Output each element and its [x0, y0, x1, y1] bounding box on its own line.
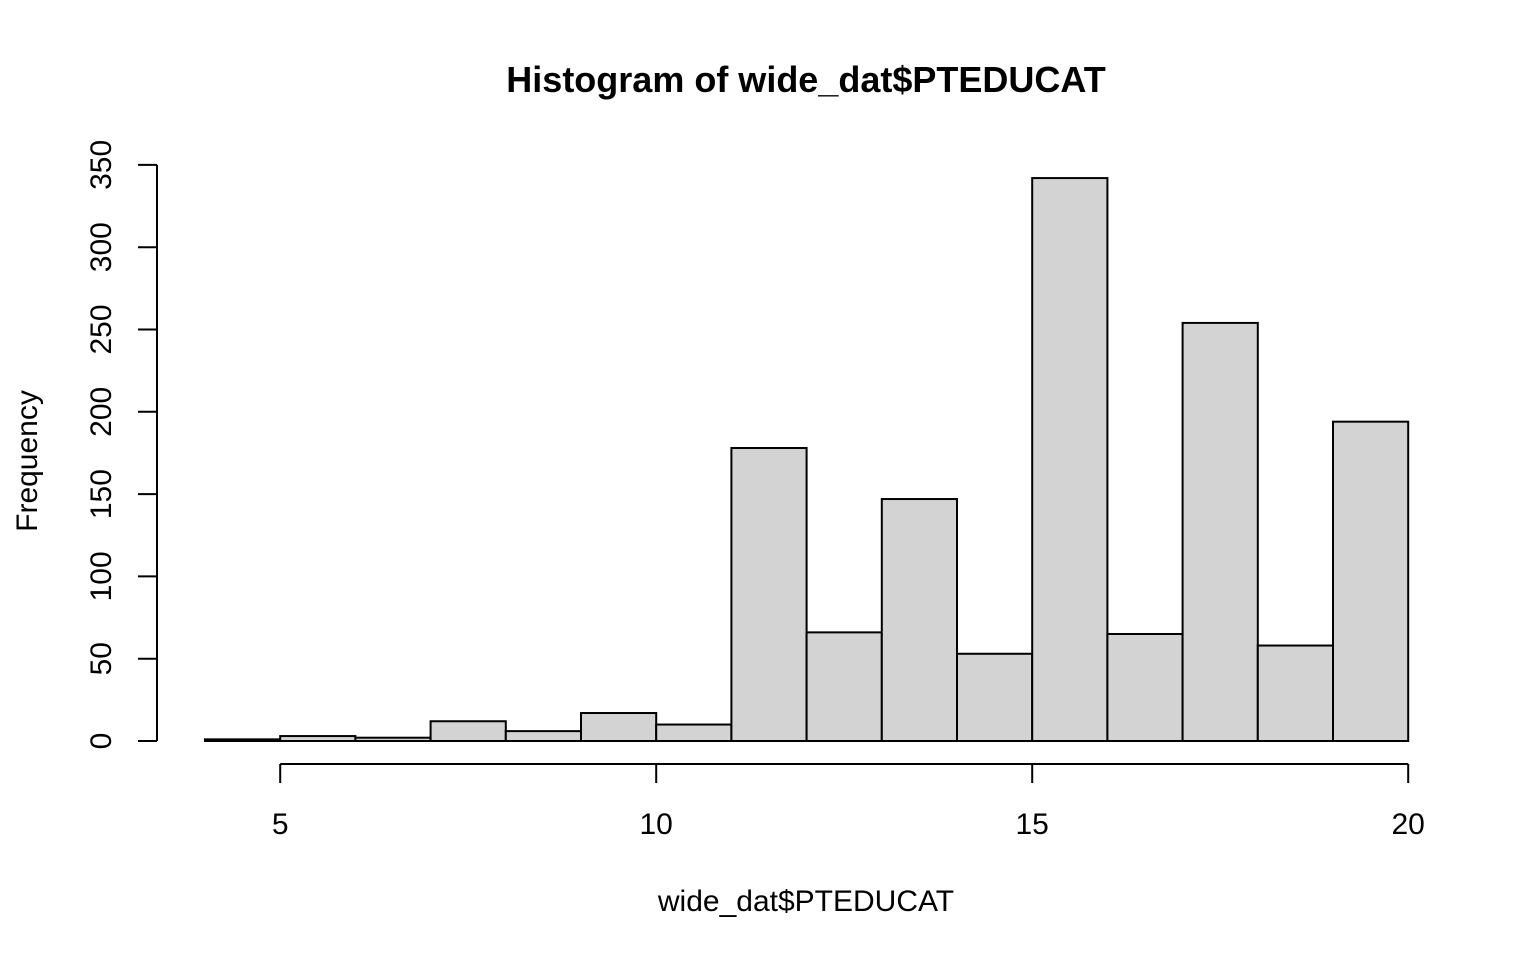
x-tick-label: 5 — [272, 808, 289, 841]
histogram-bar-5 — [580, 712, 658, 743]
histogram-bar-7 — [730, 447, 808, 742]
y-tick-label: 150 — [85, 469, 118, 519]
y-tick-label: 350 — [85, 140, 118, 190]
x-tick-label: 15 — [1016, 808, 1049, 841]
y-tick-label: 0 — [85, 733, 118, 750]
x-axis: 5 10 15 20 — [272, 763, 1425, 841]
histogram-bar-4 — [504, 730, 582, 743]
histogram-bar-15 — [1332, 420, 1410, 742]
histogram-bar-13 — [1181, 321, 1259, 742]
histogram-bar-12 — [1106, 633, 1184, 743]
histogram-bar-0 — [204, 738, 282, 743]
histogram-bar-14 — [1256, 644, 1335, 742]
histogram-bar-11 — [1031, 177, 1109, 742]
y-tick-label: 100 — [85, 551, 118, 601]
histogram-bar-8 — [805, 631, 883, 743]
y-axis: 0 50 100 150 200 250 300 350 — [85, 140, 158, 750]
x-tick-label: 20 — [1392, 808, 1425, 841]
bars-group — [204, 177, 1410, 743]
chart-title: Histogram of wide_dat$PTEDUCAT — [506, 59, 1105, 100]
y-tick-label: 200 — [85, 387, 118, 437]
histogram-bar-6 — [655, 723, 733, 742]
y-tick-label: 300 — [85, 222, 118, 272]
y-tick-label: 50 — [85, 642, 118, 675]
x-tick-label: 10 — [640, 808, 673, 841]
histogram-bar-9 — [880, 498, 958, 742]
histogram-bar-1 — [279, 735, 357, 743]
histogram-bar-2 — [354, 736, 432, 743]
histogram-bar-3 — [429, 720, 507, 742]
y-axis-label: Frequency — [11, 390, 44, 532]
y-tick-label: 250 — [85, 304, 118, 354]
x-axis-label: wide_dat$PTEDUCAT — [657, 885, 954, 918]
histogram-bar-10 — [956, 652, 1034, 743]
